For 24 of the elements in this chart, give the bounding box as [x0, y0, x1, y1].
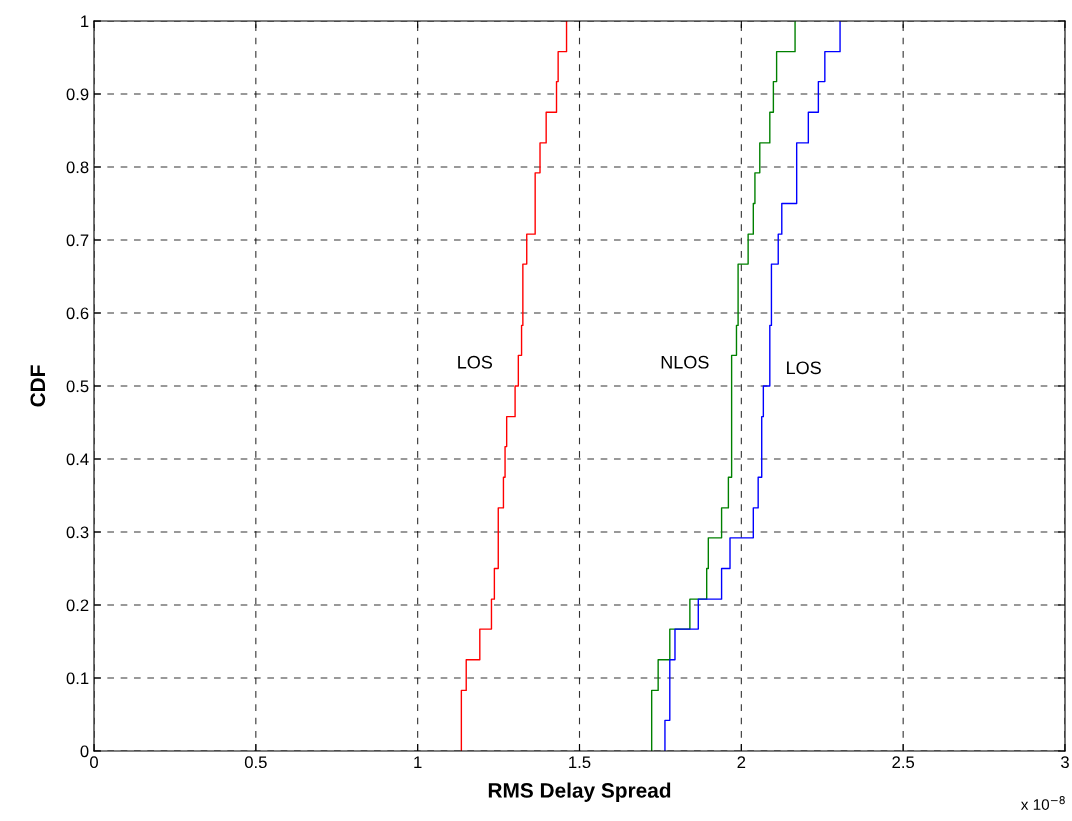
y-tick-label: 0.9	[66, 88, 89, 101]
y-axis-title: CDF	[30, 365, 46, 407]
text: x 10$^{−8}$	[1020, 796, 1065, 810]
y-tick-label: 0.7	[66, 234, 89, 247]
x-tick-label: 0	[90, 756, 98, 769]
y-tick-label: 0.5	[66, 380, 89, 393]
y-tick-label: 0.8	[66, 161, 89, 174]
series-label: LOS	[787, 361, 821, 375]
y-tick-label: 0.1	[66, 672, 89, 685]
x-tick-label: 2.5	[892, 756, 915, 769]
y-tick-label: 0	[80, 745, 89, 758]
series-label: NLOS	[661, 355, 709, 369]
y-tick-label: 0.2	[66, 599, 89, 612]
y-tick-label: 0.6	[66, 307, 89, 320]
y-tick-label: 1	[81, 15, 89, 28]
x-tick-label: 3	[1061, 756, 1069, 769]
x-tick-label: 1	[414, 756, 422, 768]
x-tick-label: 2	[737, 756, 746, 768]
x-tick-label: 1.5	[569, 756, 591, 769]
x-axis-title: RMS Delay Spread	[488, 782, 671, 802]
x-tick-label: 0.5	[244, 756, 267, 769]
y-tick-label: 0.4	[66, 453, 89, 466]
y-tick-label: 0.3	[66, 526, 89, 539]
series-label: LOS	[458, 355, 493, 369]
